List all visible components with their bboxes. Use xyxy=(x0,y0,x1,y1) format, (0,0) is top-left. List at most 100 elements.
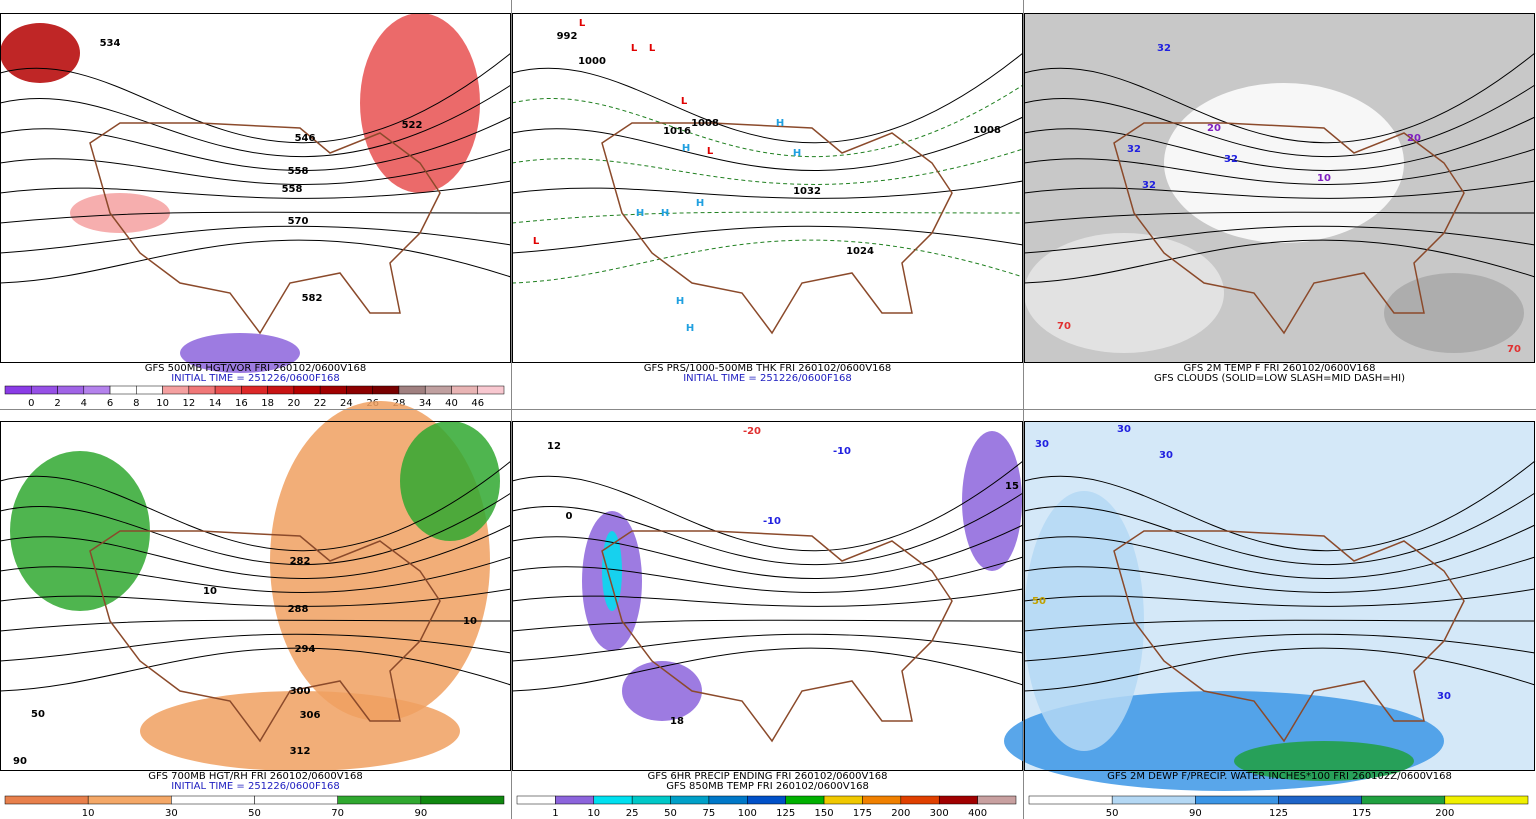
colorbar-swatch xyxy=(372,385,400,395)
map-label: H xyxy=(776,118,784,129)
colorbar-label: 18 xyxy=(261,398,274,409)
colorbar-swatch xyxy=(555,795,595,805)
shaded-area xyxy=(1024,491,1144,751)
caption: GFS PRS/1000-500MB THK FRI 260102/0600V1… xyxy=(644,363,891,374)
shaded-area xyxy=(1384,273,1524,353)
contour xyxy=(511,225,1024,254)
contour xyxy=(0,647,512,692)
contour xyxy=(511,84,1024,158)
borders xyxy=(601,122,953,335)
contour xyxy=(511,619,1024,632)
colorbar-label: 25 xyxy=(626,808,639,819)
contour xyxy=(1023,225,1536,254)
map: 282 288 294 300 306 312 10 10 50 90 xyxy=(0,401,512,771)
map-label: L xyxy=(681,96,688,107)
map-frame xyxy=(512,13,1023,363)
caption: GFS 500MB HGT/VOR FRI 260102/0600V168 xyxy=(145,363,366,374)
map-label: 1008 xyxy=(973,125,1001,136)
map-label: 300 xyxy=(290,686,311,697)
borders xyxy=(1113,122,1465,335)
map-label: 70 xyxy=(1507,344,1521,355)
panel: 534 546 558 570 582 522 558 GFS 500MB HGT/VOR F… xyxy=(0,13,512,409)
colorbar-swatch xyxy=(346,385,373,395)
shaded-area xyxy=(70,193,170,233)
map-frame xyxy=(1024,13,1535,363)
map-label: 30 xyxy=(1159,450,1173,461)
colorbar-label: 4 xyxy=(81,398,87,409)
map-label: 1000 xyxy=(578,56,606,67)
contour xyxy=(511,180,1024,199)
map: 12 -10 -20 -10 15 18 0 xyxy=(511,421,1024,771)
map-label: 12 xyxy=(547,441,561,452)
map-label: 1024 xyxy=(846,246,874,257)
contour xyxy=(0,211,512,224)
colorbar-label: 400 xyxy=(968,808,987,819)
map-label: 10 xyxy=(203,586,217,597)
map-label: L xyxy=(649,43,656,54)
map-label: H xyxy=(661,208,669,219)
colorbar-swatch xyxy=(109,385,137,395)
shaded-area xyxy=(0,23,80,83)
colorbar-swatch xyxy=(4,385,32,395)
colorbar-swatch xyxy=(1195,795,1279,805)
map: 534 546 558 570 582 522 558 xyxy=(0,13,512,373)
map-label: 1008 xyxy=(691,118,719,129)
shaded-area xyxy=(962,431,1022,571)
colorbar-swatch xyxy=(188,385,216,395)
contour xyxy=(0,460,512,552)
caption: GFS CLOUDS (SOLID=LOW SLASH=MID DASH=HI) xyxy=(1154,373,1405,384)
map-label: 18 xyxy=(670,716,684,727)
shaded-area xyxy=(1164,83,1404,243)
contour xyxy=(0,180,512,199)
map-label: 992 xyxy=(557,31,578,42)
colorbar-swatch xyxy=(319,385,347,395)
map-label: 522 xyxy=(402,120,423,131)
colorbar-swatch xyxy=(1361,795,1446,805)
contour xyxy=(0,225,512,254)
colorbar-swatch xyxy=(1278,795,1362,805)
colorbar-swatch xyxy=(31,385,58,395)
colorbar-label: 100 xyxy=(738,808,757,819)
colorbar-label: 70 xyxy=(331,808,344,819)
contour xyxy=(0,556,512,593)
colorbar-swatch xyxy=(214,385,242,395)
colorbar-swatch xyxy=(708,795,748,805)
map-label: H xyxy=(696,198,704,209)
colorbar-swatch xyxy=(398,385,426,395)
colorbar-label: 75 xyxy=(703,808,716,819)
map-label: 1016 xyxy=(663,126,691,137)
contour xyxy=(1023,647,1536,692)
contour xyxy=(1023,619,1536,632)
map-label: 20 xyxy=(1207,123,1221,134)
colorbar-swatch xyxy=(862,795,902,805)
caption: GFS 850MB TEMP FRI 260102/0600V168 xyxy=(666,781,869,792)
colorbar-label: 50 xyxy=(664,808,677,819)
colorbar-swatch xyxy=(171,795,255,805)
colorbar-label: 175 xyxy=(1352,808,1371,819)
contour xyxy=(1023,148,1536,185)
colorbar-label: 16 xyxy=(235,398,248,409)
contour xyxy=(1023,633,1536,662)
contour xyxy=(511,460,1024,552)
colorbar-swatch xyxy=(900,795,940,805)
contour xyxy=(1023,84,1536,158)
map-label: L xyxy=(631,43,638,54)
colorbar-swatch xyxy=(516,795,556,805)
caption: GFS 6HR PRECIP ENDING FRI 260102/0600V16… xyxy=(648,771,888,782)
contour xyxy=(511,633,1024,662)
colorbar-label: 8 xyxy=(133,398,139,409)
colorbar-swatch xyxy=(254,795,338,805)
map-label: 20 xyxy=(1407,133,1421,144)
contour xyxy=(0,619,512,632)
map-label: 32 xyxy=(1224,154,1238,165)
contour xyxy=(511,588,1024,607)
contour xyxy=(511,211,1024,224)
map-label: L xyxy=(533,236,540,247)
contour xyxy=(0,492,512,566)
map-label: H xyxy=(676,296,684,307)
colorbar-swatch xyxy=(1444,795,1529,805)
colorbar-swatch xyxy=(747,795,786,805)
colorbar-label: 200 xyxy=(1435,808,1454,819)
